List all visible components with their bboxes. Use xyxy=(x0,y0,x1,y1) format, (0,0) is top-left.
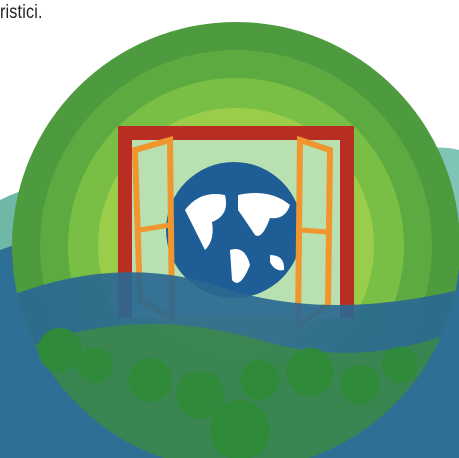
caption-text: ristici. xyxy=(0,2,43,23)
hill xyxy=(12,324,459,458)
trees xyxy=(38,328,418,458)
continents xyxy=(185,192,290,283)
window-bar xyxy=(139,222,171,233)
window-bar xyxy=(299,227,329,235)
